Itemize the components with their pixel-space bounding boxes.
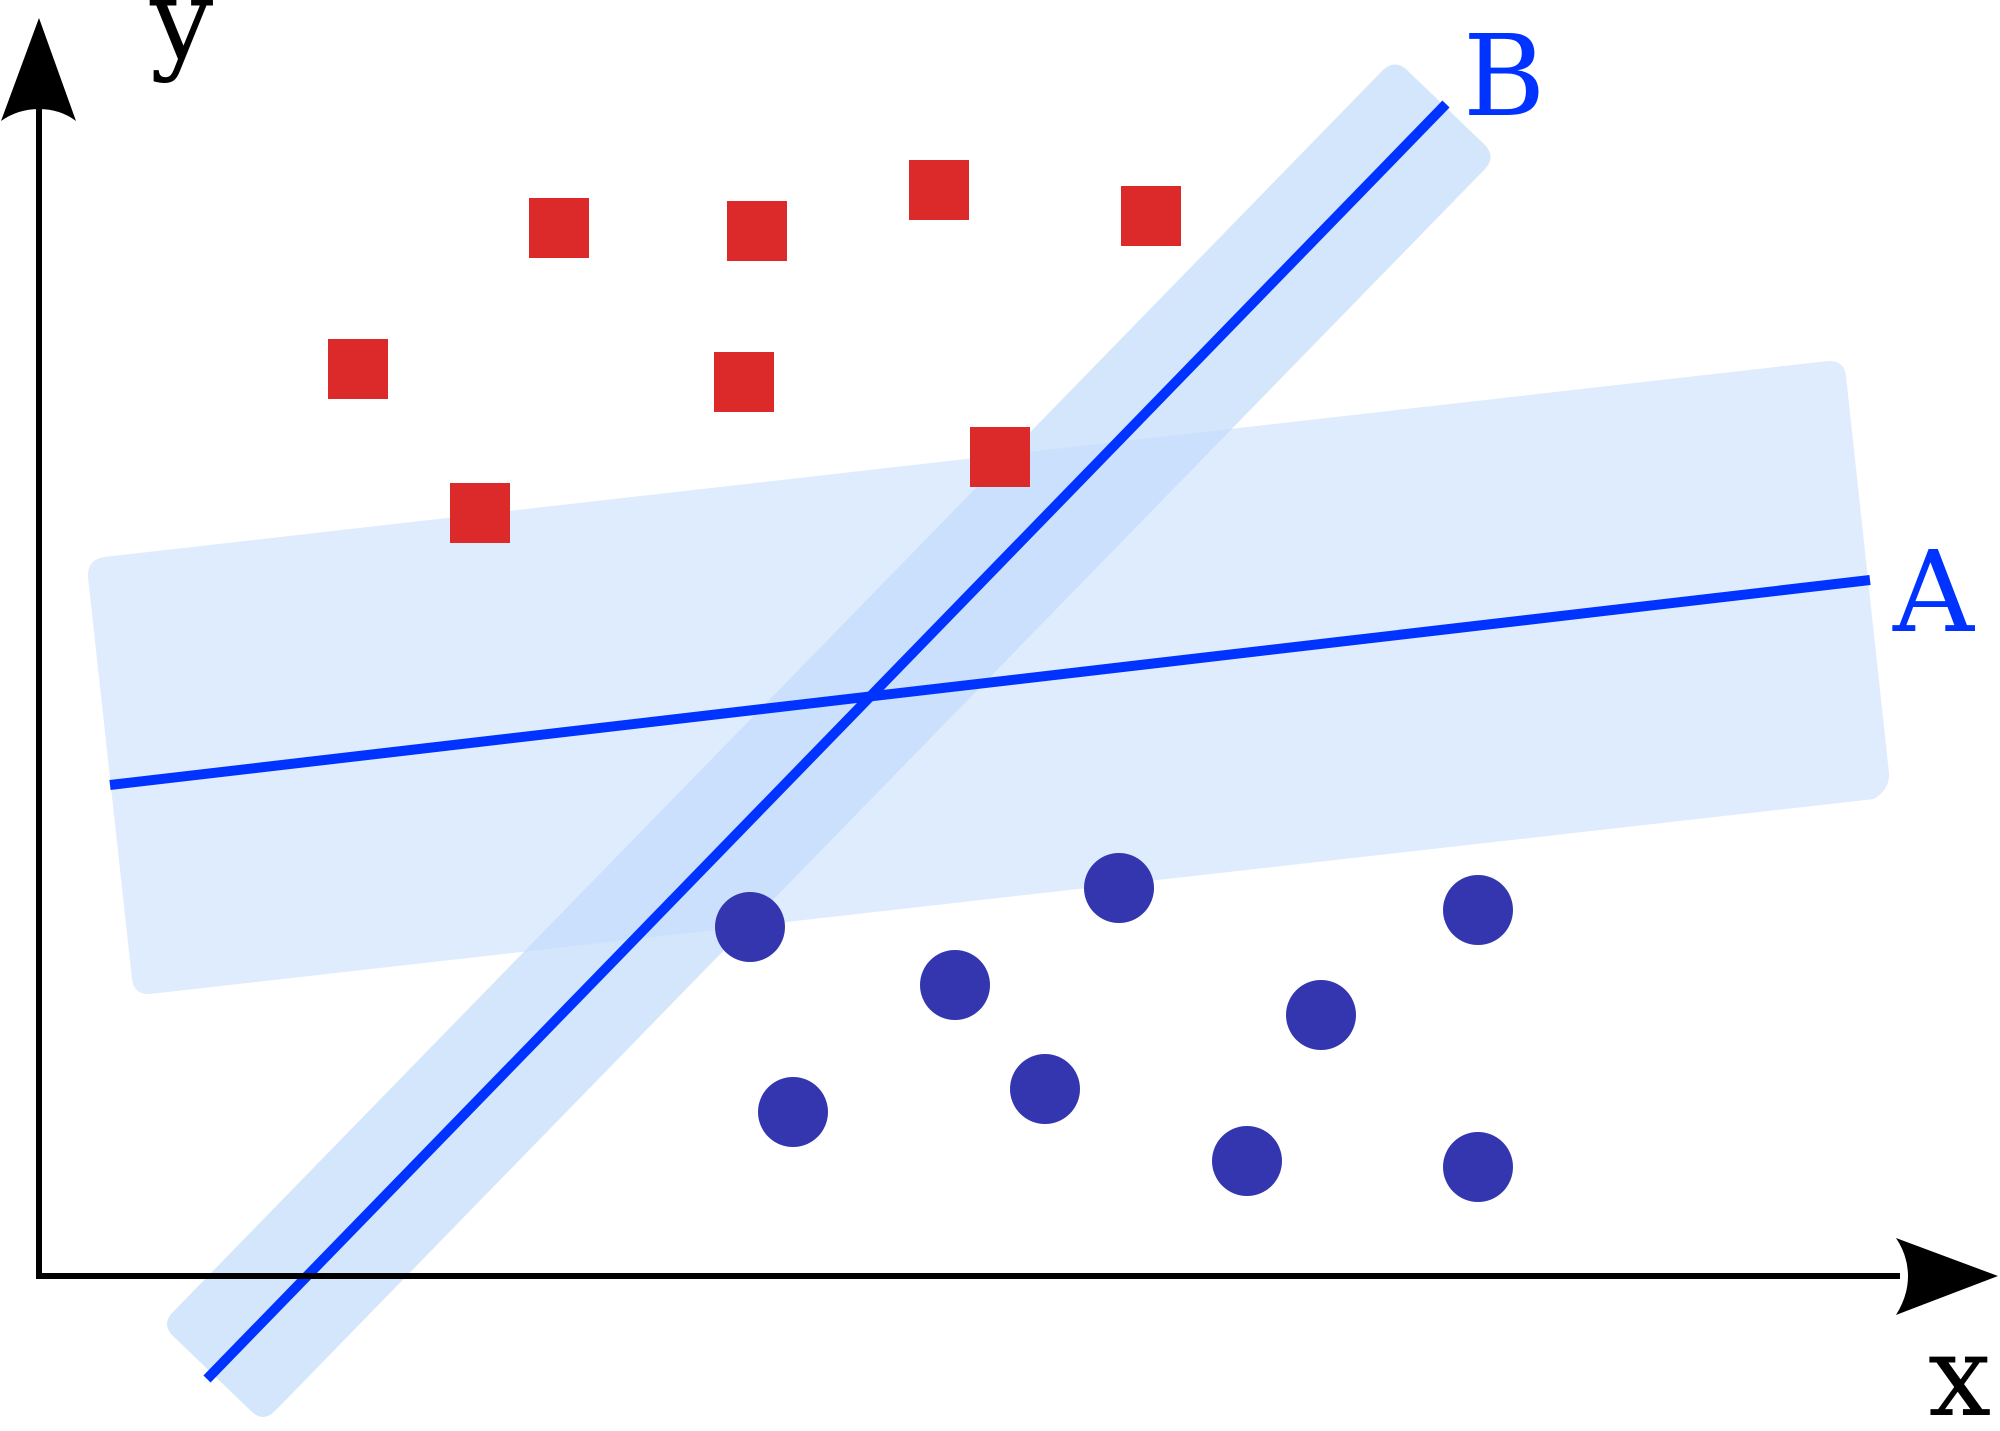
axes: [1, 18, 1998, 1315]
circle-point: [715, 892, 785, 962]
circle-point: [1212, 1126, 1282, 1196]
square-point: [529, 198, 589, 258]
square-point: [909, 160, 969, 220]
circle-class-points: [715, 853, 1513, 1202]
circle-point: [1443, 875, 1513, 945]
square-point: [328, 339, 388, 399]
separating-line-b: [203, 100, 1450, 1383]
square-point: [1121, 186, 1181, 246]
x-axis-arrow-icon: [1896, 1238, 1998, 1315]
y-axis-arrow-icon: [1, 18, 76, 121]
line-a-label: A: [1892, 528, 1975, 658]
line-b-label: B: [1463, 12, 1545, 142]
y-axis-label: y: [149, 0, 213, 85]
square-point: [450, 483, 510, 543]
circle-point: [920, 950, 990, 1020]
circle-point: [1010, 1054, 1080, 1124]
square-class-points: [328, 160, 1181, 543]
square-point: [970, 427, 1030, 487]
circle-point: [758, 1077, 828, 1147]
circle-point: [1084, 853, 1154, 923]
separating-line-a: [109, 575, 1871, 790]
x-axis-label: x: [1928, 1312, 1991, 1431]
square-point: [714, 352, 774, 412]
circle-point: [1286, 980, 1356, 1050]
circle-point: [1443, 1132, 1513, 1202]
square-point: [727, 201, 787, 261]
